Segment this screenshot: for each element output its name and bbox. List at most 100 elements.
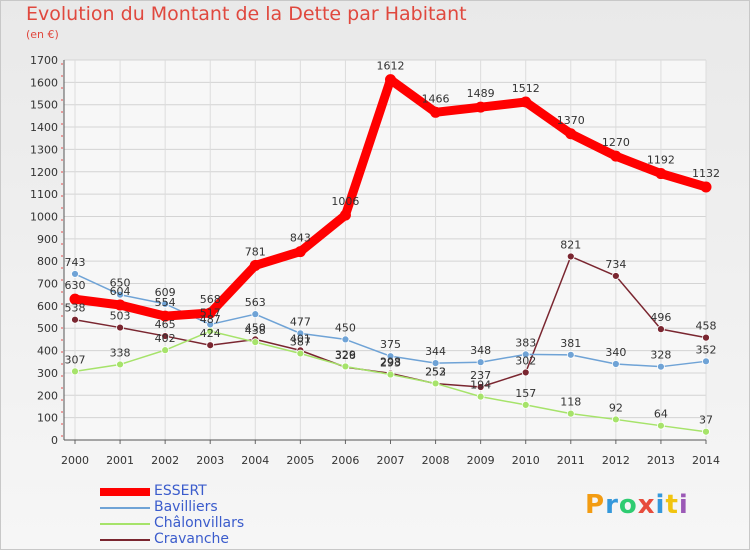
x-tick-label: 2007 xyxy=(377,454,405,467)
data-point xyxy=(161,332,170,340)
x-tick-label: 2006 xyxy=(331,454,359,467)
data-point xyxy=(611,360,620,368)
data-label: 402 xyxy=(155,332,176,345)
data-label: 338 xyxy=(110,346,131,359)
legend-item-chalonvillars: Châlonvillars xyxy=(100,515,360,532)
data-label: 458 xyxy=(696,320,717,333)
x-tick-label: 2013 xyxy=(647,454,675,467)
data-point xyxy=(206,341,215,350)
data-point xyxy=(116,323,124,332)
data-label: 253 xyxy=(425,365,446,378)
data-point xyxy=(71,367,79,376)
data-label: 1512 xyxy=(512,82,540,95)
data-label: 1192 xyxy=(647,154,675,167)
data-label: 326 xyxy=(335,349,356,362)
data-point xyxy=(702,357,710,366)
data-point xyxy=(161,299,170,308)
y-tick-label: 900 xyxy=(37,233,58,246)
data-point xyxy=(161,346,170,355)
data-label: 503 xyxy=(110,310,131,323)
data-point xyxy=(341,335,350,344)
y-tick-label: 1700 xyxy=(30,54,58,67)
data-point xyxy=(294,246,306,258)
data-point xyxy=(430,106,442,118)
y-tick-label: 1600 xyxy=(30,76,58,89)
data-point xyxy=(206,320,215,329)
data-point xyxy=(702,427,710,436)
data-label: 734 xyxy=(605,258,626,271)
data-label: 383 xyxy=(515,336,536,349)
x-tick-label: 2005 xyxy=(286,454,314,467)
data-label: 821 xyxy=(560,238,581,251)
data-label: 1132 xyxy=(692,167,720,180)
data-label: 329 xyxy=(335,348,356,361)
data-label: 1466 xyxy=(422,92,450,105)
data-point xyxy=(476,383,485,391)
chart-subtitle: (en €) xyxy=(26,28,59,41)
logo-letter: i xyxy=(655,490,666,520)
y-tick-label: 700 xyxy=(37,278,58,291)
data-label: 92 xyxy=(609,401,623,414)
y-tick-label: 400 xyxy=(37,345,58,358)
logo-letter: x xyxy=(637,490,656,520)
data-label: 401 xyxy=(290,332,311,345)
data-point xyxy=(611,415,620,424)
data-label: 743 xyxy=(65,256,86,269)
data-point xyxy=(114,299,126,311)
x-tick-label: 2001 xyxy=(106,454,134,467)
data-label: 438 xyxy=(245,324,266,337)
data-label: 487 xyxy=(200,313,221,326)
data-label: 387 xyxy=(290,335,311,348)
data-label: 538 xyxy=(65,302,86,315)
x-tick-label: 2010 xyxy=(512,454,540,467)
logo-letter: t xyxy=(665,490,679,520)
data-point xyxy=(476,392,485,401)
data-label: 424 xyxy=(200,327,221,340)
data-point xyxy=(431,379,440,388)
proxiti-logo: Proxiti xyxy=(585,490,689,520)
legend-label-cravanche: Cravanche xyxy=(154,531,230,547)
data-label: 1270 xyxy=(602,136,630,149)
data-point xyxy=(657,325,665,334)
data-label: 843 xyxy=(290,232,311,245)
data-label: 609 xyxy=(155,286,176,299)
data-point xyxy=(431,359,440,368)
data-point xyxy=(386,352,395,361)
data-point xyxy=(475,101,487,113)
data-label: 563 xyxy=(245,296,266,309)
legend-swatch-essert xyxy=(100,488,150,496)
legend-swatch-bavilliers xyxy=(100,507,150,509)
y-tick-label: 600 xyxy=(37,300,58,313)
data-point xyxy=(521,350,530,359)
y-tick-label: 0 xyxy=(51,434,58,447)
data-point xyxy=(610,150,622,162)
data-label: 307 xyxy=(65,353,86,366)
legend-label-bavilliers: Bavilliers xyxy=(154,499,218,515)
data-point xyxy=(385,74,396,86)
data-label: 1489 xyxy=(467,87,495,100)
y-tick-label: 1400 xyxy=(30,121,58,134)
data-point xyxy=(521,368,530,377)
x-tick-label: 2008 xyxy=(422,454,450,467)
y-tick-label: 1100 xyxy=(30,188,58,201)
plot-area xyxy=(64,60,706,440)
data-point xyxy=(566,350,575,359)
data-point xyxy=(204,307,216,319)
data-label: 1006 xyxy=(331,195,359,208)
logo-letter: o xyxy=(618,490,638,520)
data-point xyxy=(251,310,260,319)
x-tick-label: 2011 xyxy=(557,454,585,467)
legend-item-bavilliers: Bavilliers xyxy=(100,499,360,516)
y-tick-label: 1300 xyxy=(30,143,58,156)
y-tick-label: 200 xyxy=(37,389,58,402)
data-point xyxy=(657,421,665,430)
data-label: 496 xyxy=(650,311,671,324)
logo-letter: P xyxy=(585,490,606,520)
legend-swatch-chalonvillars xyxy=(100,523,150,525)
data-label: 1370 xyxy=(557,114,585,127)
x-tick-label: 2003 xyxy=(196,454,224,467)
data-point xyxy=(116,360,124,369)
data-point xyxy=(520,96,532,108)
data-label: 328 xyxy=(650,349,671,362)
data-point xyxy=(249,259,261,271)
